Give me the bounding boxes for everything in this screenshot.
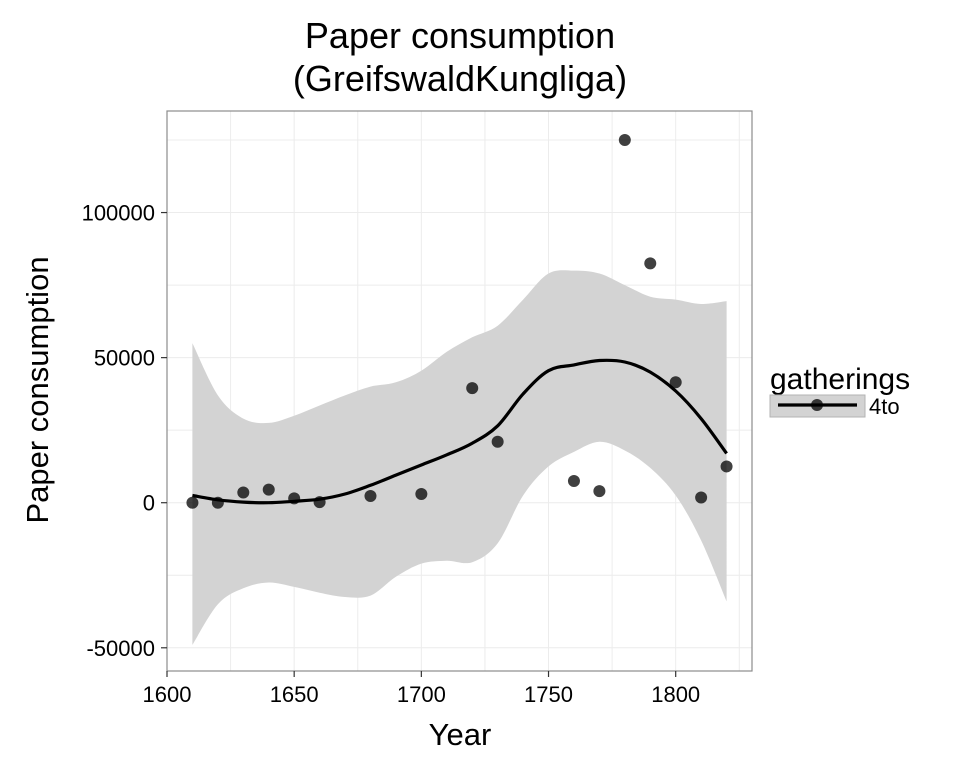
data-point bbox=[618, 134, 631, 147]
y-axis: -50000 0 50000 100000 bbox=[82, 201, 167, 661]
legend-dot-icon bbox=[811, 399, 823, 411]
data-point bbox=[313, 496, 326, 509]
data-point bbox=[364, 490, 377, 503]
legend-title: gatherings bbox=[770, 363, 910, 396]
confidence-ribbon bbox=[192, 270, 727, 645]
data-point bbox=[262, 483, 275, 496]
data-point bbox=[669, 376, 682, 389]
data-point bbox=[491, 435, 504, 448]
chart-title: Paper consumption (GreifswaldKungliga) bbox=[293, 15, 627, 99]
smooth-line bbox=[192, 358, 728, 505]
y-tick-label: 100000 bbox=[82, 201, 155, 226]
data-point bbox=[211, 496, 224, 509]
data-point bbox=[466, 382, 479, 395]
chart-title-line-1: Paper consumption bbox=[305, 15, 615, 56]
x-axis-title: Year bbox=[429, 717, 492, 752]
data-point bbox=[695, 491, 708, 504]
y-tick-label: 0 bbox=[143, 491, 155, 516]
data-point bbox=[415, 488, 428, 501]
data-point bbox=[567, 474, 580, 487]
x-tick-label: 1800 bbox=[651, 682, 700, 707]
x-tick-label: 1650 bbox=[270, 682, 319, 707]
x-tick-label: 1750 bbox=[524, 682, 573, 707]
data-point bbox=[593, 485, 606, 498]
y-axis-title: Paper consumption bbox=[20, 256, 55, 523]
x-axis: 1600 1650 1700 1750 1800 bbox=[143, 671, 700, 707]
y-tick-label: 50000 bbox=[94, 346, 155, 371]
plot-panel bbox=[166, 110, 753, 672]
data-point bbox=[237, 486, 250, 499]
data-points bbox=[186, 134, 733, 509]
data-point bbox=[288, 492, 301, 505]
panel-border bbox=[166, 110, 753, 672]
x-tick-label: 1700 bbox=[397, 682, 446, 707]
legend: gatherings 4to bbox=[769, 363, 910, 419]
data-point bbox=[644, 257, 657, 270]
legend-label-4to: 4to bbox=[869, 394, 900, 419]
data-point bbox=[720, 460, 733, 473]
x-tick-label: 1600 bbox=[143, 682, 192, 707]
y-tick-label: -50000 bbox=[86, 636, 155, 661]
chart-title-line-2: (GreifswaldKungliga) bbox=[293, 58, 627, 99]
data-point bbox=[186, 496, 199, 509]
